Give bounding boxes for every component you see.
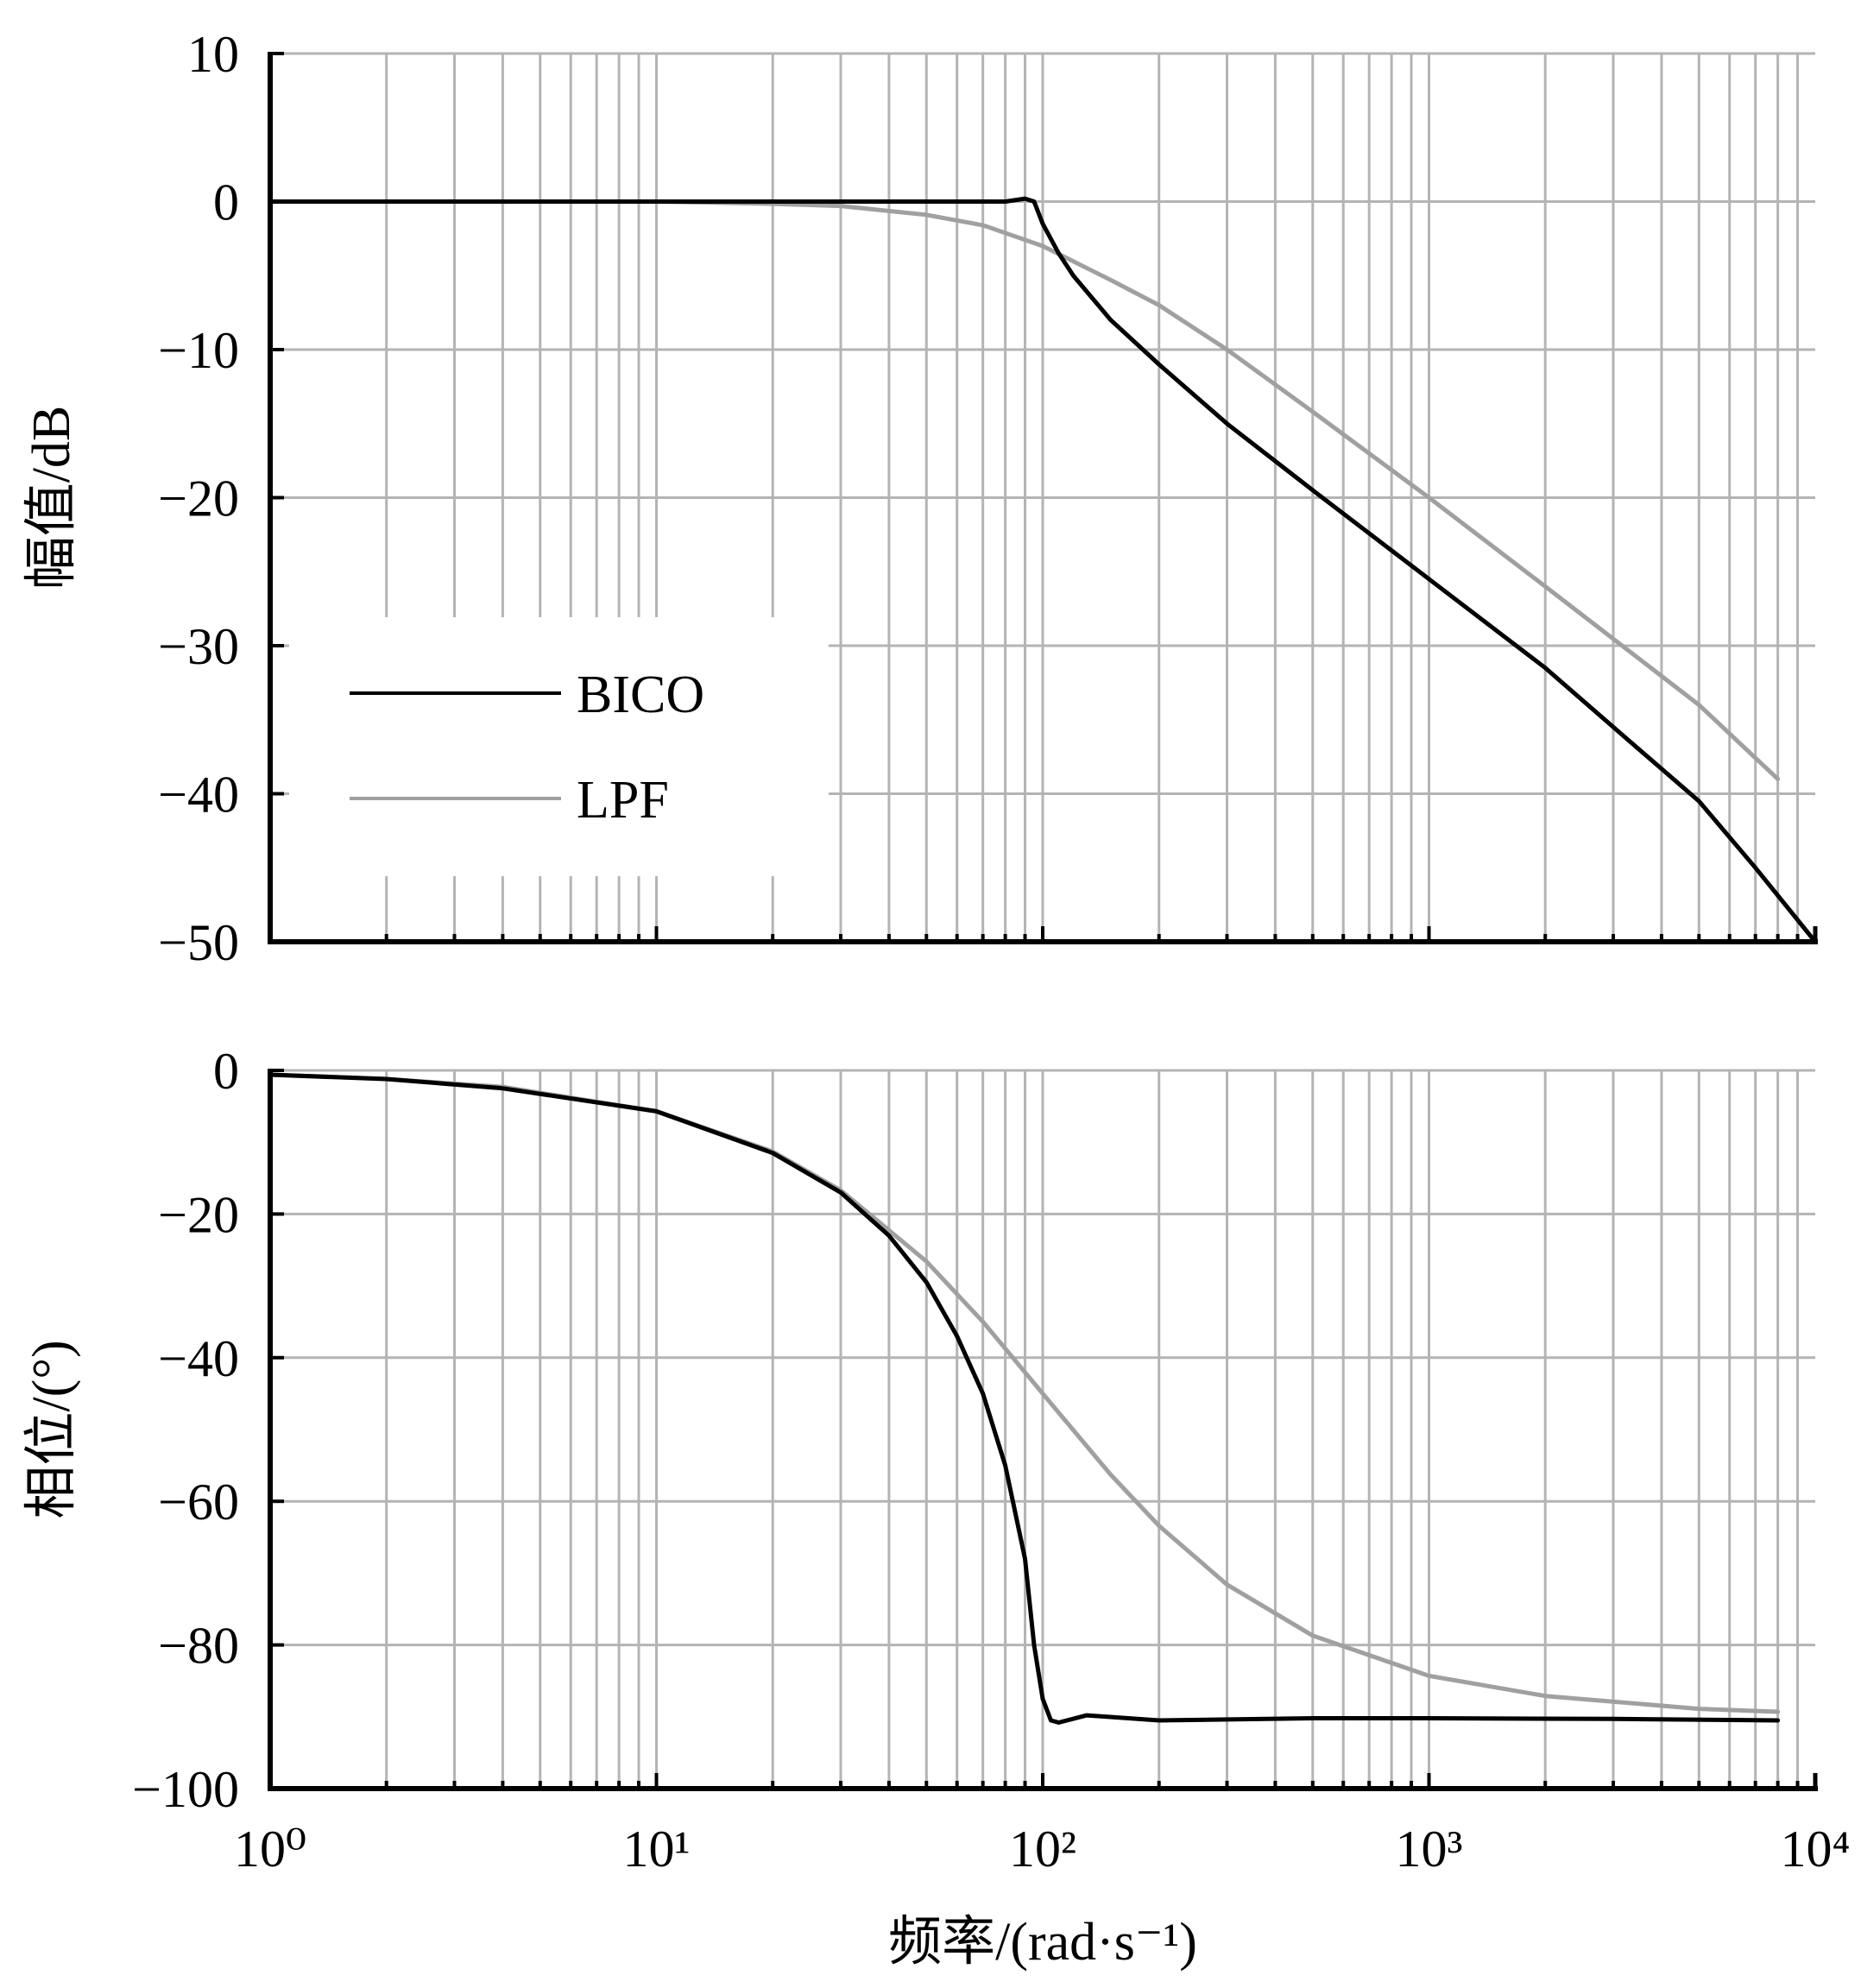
x-axis-label: 频率/(rad·s⁻¹) [888,1913,1197,1972]
phase-y-tick-label: −60 [158,1474,239,1530]
x-tick-labels: 10⁰ 10¹ 10² 10³ 10⁴ [234,1821,1850,1878]
phase-y-tick-label: −40 [158,1330,239,1387]
x-tick-label: 10³ [1396,1821,1463,1878]
x-tick-label: 10⁰ [234,1821,306,1878]
phase-grid [270,1069,1815,1789]
phase-series-bico [268,1072,1781,1725]
phase-panel: 0 −20 −40 −60 −80 −100 10⁰ 10¹ 10² 10³ 10⁴ 相位/(°)… [22,1043,1850,1972]
legend: BICO LPF [350,666,704,830]
magnitude-y-tick-labels: 10 0 −10 −20 −30 −40 −50 [158,26,239,971]
mag-y-tick-label: −10 [158,322,239,379]
legend-background [289,617,829,876]
phase-y-tick-label: 0 [213,1043,239,1100]
phase-y-tick-labels: 0 −20 −40 −60 −80 −100 [132,1043,239,1818]
legend-label-bico: BICO [577,666,704,724]
magnitude-grid [270,52,1815,942]
mag-y-tick-label: −40 [158,767,239,824]
mag-y-tick-label: 10 [187,26,239,83]
mag-series-bico [268,196,1818,944]
mag-y-tick-label: 0 [213,174,239,231]
phase-y-tick-label: −80 [158,1618,239,1675]
mag-y-tick-label: −30 [158,618,239,675]
x-tick-label: 10¹ [623,1821,691,1878]
mag-y-tick-label: −20 [158,470,239,527]
phase-y-tick-label: −20 [158,1186,239,1243]
phase-series [268,1072,1781,1725]
magnitude-panel: 10 0 −10 −20 −30 −40 −50 幅值/dB BICO LPF [22,26,1818,971]
phase-y-axis-label: 相位/(°) [22,1340,81,1518]
x-tick-label: 10⁴ [1781,1821,1851,1878]
mag-series-lpf [268,199,1781,781]
mag-y-tick-label: −50 [158,914,239,971]
magnitude-y-axis-label: 幅值/dB [22,406,81,590]
phase-y-tick-label: −100 [132,1761,239,1818]
magnitude-axes [268,52,1818,944]
legend-label-lpf: LPF [577,771,669,830]
phase-axes [268,1069,1818,1791]
magnitude-series [268,196,1818,944]
x-tick-label: 10² [1009,1821,1076,1878]
